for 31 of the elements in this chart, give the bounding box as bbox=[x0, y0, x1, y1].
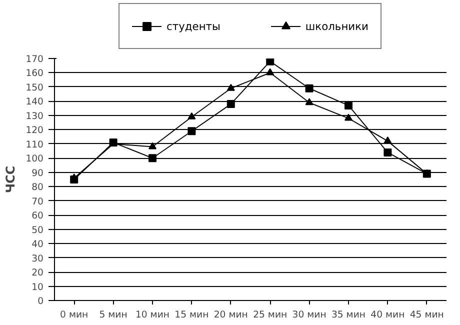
x-tick-label: 30 мин bbox=[292, 310, 326, 320]
y-tick-label: 0 bbox=[38, 296, 44, 307]
y-tick-label: 110 bbox=[26, 139, 44, 150]
x-tick-label: 5 мин bbox=[99, 310, 128, 320]
y-axis-title: ЧСС bbox=[4, 166, 18, 194]
y-tick-label: 60 bbox=[32, 210, 44, 222]
y-tick-label: 130 bbox=[26, 110, 44, 122]
y-tick-label: 90 bbox=[32, 168, 44, 179]
y-tick-label: 20 bbox=[32, 268, 44, 279]
y-tick-label: 10 bbox=[32, 282, 44, 293]
x-tick-label: 15 мин bbox=[174, 310, 209, 320]
y-tick-label: 100 bbox=[26, 154, 44, 165]
y-tick-label: 170 bbox=[26, 54, 44, 65]
y-tick-label: 150 bbox=[26, 82, 44, 94]
y-tick-label: 160 bbox=[26, 68, 44, 80]
legend-label: школьники bbox=[305, 20, 368, 32]
y-tick-label: 80 bbox=[32, 182, 44, 194]
y-tick-label: 70 bbox=[32, 196, 44, 208]
y-tick-label: 50 bbox=[32, 224, 44, 236]
x-tick-label: 40 мин bbox=[370, 310, 405, 320]
x-tick-label: 10 мин bbox=[135, 310, 170, 320]
y-tick-label: 30 bbox=[32, 253, 44, 264]
x-tick-label: 0 мин bbox=[60, 310, 88, 320]
x-tick-label: 45 мин bbox=[410, 310, 444, 320]
x-tick-label: 25 мин bbox=[253, 310, 288, 320]
x-tick-label: 20 мин bbox=[214, 310, 248, 320]
y-tick-label: 140 bbox=[26, 96, 44, 108]
x-tick-label: 35 мин bbox=[331, 310, 366, 320]
y-tick-label: 40 bbox=[32, 239, 44, 250]
legend-label: студенты bbox=[166, 20, 220, 32]
y-tick-label: 120 bbox=[26, 125, 44, 136]
